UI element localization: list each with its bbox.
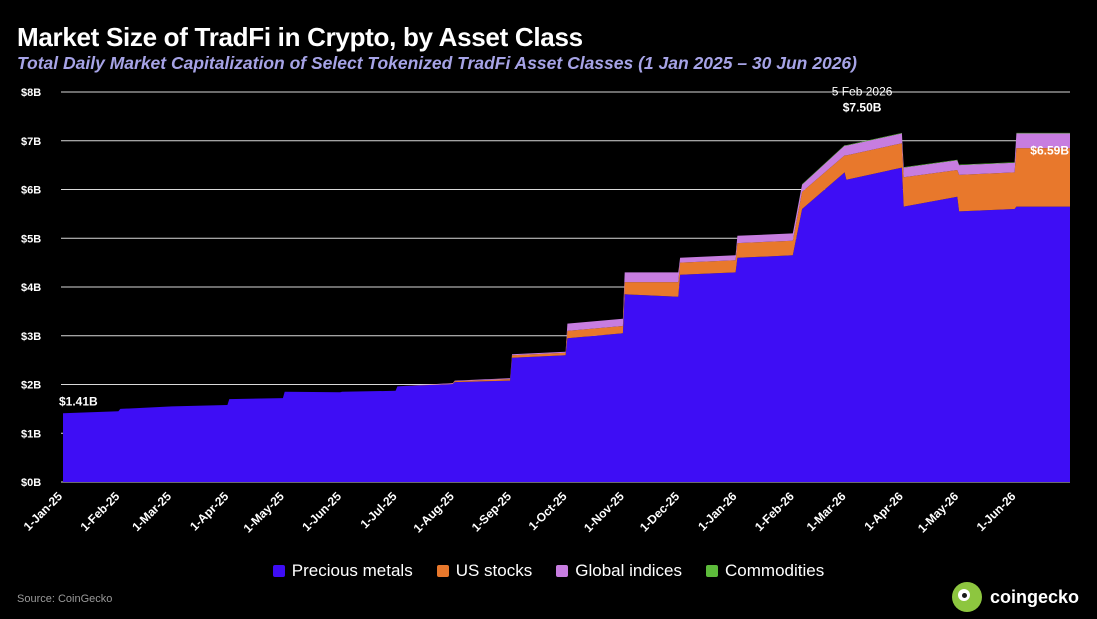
x-tick-label: 1-Jan-25 (21, 489, 66, 534)
legend: Precious metals US stocks Global indices… (0, 561, 1097, 581)
x-tick-label: 1-Feb-25 (78, 489, 123, 534)
x-tick-label: 1-Jun-26 (974, 489, 1019, 534)
brand-logo: coingecko (951, 582, 1079, 612)
legend-label-global-indices: Global indices (575, 561, 683, 580)
legend-swatch-us-stocks (436, 565, 449, 577)
x-tick-label: 1-Jan-26 (695, 489, 740, 534)
x-tick-label: 1-May-26 (915, 489, 961, 535)
y-tick-label: $1B (21, 428, 41, 440)
legend-swatch-global-indices (556, 565, 569, 577)
x-axis: 1-Jan-25 1-Feb-25 1-Mar-25 1-Apr-25 1-May-25… (21, 489, 1019, 535)
source-note: Source: CoinGecko (17, 593, 113, 605)
area-precious-metals (63, 167, 1070, 482)
legend-label-precious-metals: Precious metals (291, 561, 413, 580)
y-tick-label: $4B (21, 282, 41, 294)
annotations: $1.41B 5 Feb 2026 $7.50B $6.59B (59, 84, 1069, 408)
y-tick-label: $8B (21, 87, 41, 99)
x-tick-label: 1-Mar-26 (804, 489, 849, 534)
x-tick-label: 1-Jun-25 (299, 489, 344, 534)
legend-label-commodities: Commodities (725, 561, 825, 580)
chart-title: Market Size of TradFi in Crypto, by Asse… (17, 22, 583, 52)
area-series (63, 132, 1070, 482)
annotation-date: 5 Feb 2026 (832, 84, 893, 98)
x-tick-label: 1-Oct-25 (526, 489, 570, 533)
x-tick-label: 1-Sep-25 (469, 489, 515, 535)
y-axis: $0B $1B $2B $3B $4B $5B $6B $7B $8B (21, 87, 41, 489)
legend-item-global-indices: Global indices (556, 561, 682, 581)
y-tick-label: $0B (21, 477, 41, 489)
y-tick-label: $6B (21, 185, 41, 197)
legend-item-us-stocks: US stocks (436, 561, 533, 581)
x-tick-label: 1-Jul-25 (358, 489, 400, 531)
y-tick-label: $5B (21, 233, 41, 245)
y-tick-label: $3B (21, 331, 41, 343)
gecko-icon (951, 582, 982, 612)
chart-subtitle: Total Daily Market Capitalization of Sel… (17, 53, 857, 73)
annotation-value: $1.41B (59, 394, 98, 408)
brand-name: coingecko (989, 586, 1079, 607)
x-tick-label: 1-Apr-25 (187, 489, 232, 534)
y-tick-label: $7B (21, 136, 41, 148)
annotation-value: $7.50B (843, 100, 882, 114)
x-tick-label: 1-Aug-25 (411, 489, 457, 535)
x-tick-label: 1-Apr-26 (862, 489, 907, 534)
legend-swatch-precious-metals (272, 565, 285, 577)
x-tick-label: 1-Feb-26 (752, 489, 797, 534)
legend-item-precious-metals: Precious metals (272, 561, 413, 581)
x-tick-label: 1-Nov-25 (581, 489, 627, 535)
legend-swatch-commodities (706, 565, 719, 577)
annotation-value: $6.59B (1030, 144, 1069, 158)
x-tick-label: 1-Mar-25 (129, 489, 174, 534)
x-tick-label: 1-Dec-25 (637, 489, 683, 535)
x-tick-label: 1-May-25 (241, 489, 287, 535)
legend-item-commodities: Commodities (706, 561, 824, 581)
legend-label-us-stocks: US stocks (455, 561, 533, 580)
y-tick-label: $2B (21, 380, 41, 392)
